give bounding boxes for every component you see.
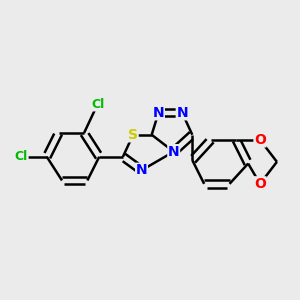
Text: O: O: [254, 133, 266, 147]
Text: S: S: [128, 128, 138, 142]
Text: N: N: [153, 106, 164, 120]
Text: O: O: [254, 177, 266, 191]
Text: N: N: [176, 106, 188, 120]
Text: N: N: [168, 145, 179, 159]
Text: Cl: Cl: [91, 98, 104, 111]
Text: N: N: [136, 163, 147, 177]
Text: Cl: Cl: [15, 150, 28, 163]
